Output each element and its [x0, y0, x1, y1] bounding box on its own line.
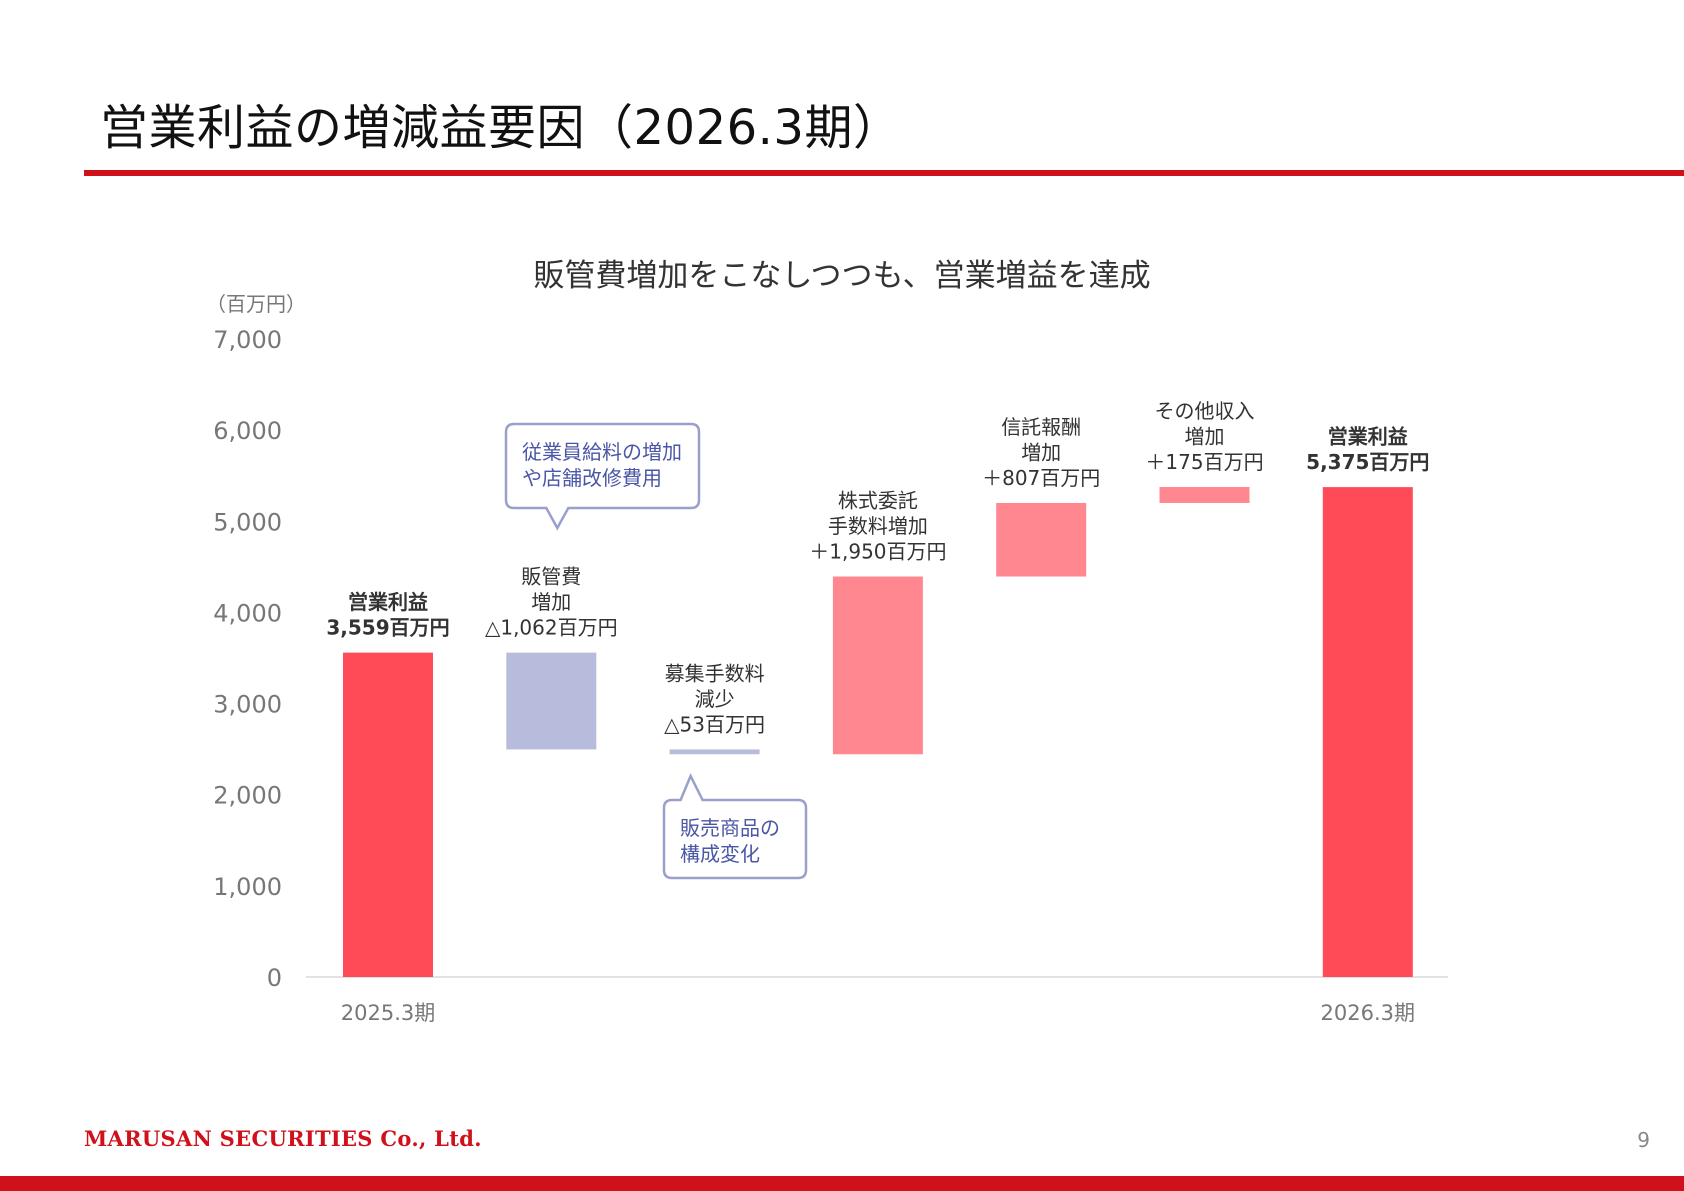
- page-number: 9: [1637, 1128, 1650, 1152]
- bar-label: 販管費: [521, 565, 581, 589]
- bar-label: △1,062百万円: [485, 616, 618, 640]
- x-axis: 2025.3期 2026.3期: [341, 1001, 1415, 1025]
- y-tick-label: 6,000: [213, 417, 282, 445]
- callout-text: や店舗改修費用: [522, 466, 662, 490]
- page-title: 営業利益の増減益要因（2026.3期）: [100, 100, 902, 156]
- bar-label: 信託報酬: [1001, 415, 1081, 439]
- y-axis-unit-label: （百万円）: [206, 292, 306, 316]
- bar-label: ＋1,950百万円: [809, 540, 946, 564]
- bar-decrease: [669, 749, 760, 755]
- bars: [343, 487, 1413, 977]
- y-axis: 0 1,000 2,000 3,000 4,000 5,000 6,000 7,000: [213, 326, 282, 992]
- bar-increase: [996, 502, 1087, 577]
- bar-label: 営業利益: [1328, 425, 1408, 449]
- bar-decrease: [506, 652, 597, 750]
- x-tick-label: 2025.3期: [341, 1001, 435, 1025]
- company-logo: MARUSAN SECURITIES Co., Ltd.: [84, 1126, 482, 1151]
- y-tick-label: 1,000: [213, 873, 282, 901]
- chart-title: 販管費増加をこなしつつも、営業増益を達成: [533, 258, 1150, 294]
- bar-label: 減少: [695, 687, 735, 711]
- callout-text: 構成変化: [680, 842, 760, 866]
- bar-label: 増加: [1021, 440, 1061, 464]
- bar-label: 株式委託: [838, 489, 918, 513]
- callout-box: [662, 772, 808, 880]
- y-tick-label: 0: [267, 964, 282, 992]
- bar-increase: [832, 576, 923, 755]
- bar-label: 増加: [531, 590, 571, 614]
- y-tick-label: 7,000: [213, 326, 282, 354]
- bar-total: [1322, 487, 1413, 977]
- y-tick-label: 4,000: [213, 599, 282, 627]
- callout-box: [504, 422, 701, 531]
- bar-label: 5,375百万円: [1306, 450, 1429, 474]
- title-divider: [84, 170, 1684, 176]
- bar-label: △53百万円: [664, 712, 765, 736]
- x-tick-label: 2026.3期: [1321, 1001, 1415, 1025]
- bar-label: その他収入: [1155, 399, 1255, 423]
- y-tick-label: 5,000: [213, 508, 282, 536]
- bar-label: 営業利益: [348, 590, 428, 614]
- bar-label: ＋175百万円: [1145, 450, 1263, 474]
- callout-text: 販売商品の: [680, 816, 780, 840]
- bar-label: 3,559百万円: [326, 616, 449, 640]
- bar-labels: 営業利益3,559百万円販管費増加△1,062百万円募集手数料減少△53百万円株…: [326, 399, 1429, 736]
- y-tick-label: 3,000: [213, 691, 282, 719]
- bar-label: 募集手数料: [665, 661, 765, 685]
- bar-label: 増加: [1185, 425, 1225, 449]
- bar-total: [343, 652, 433, 977]
- bar-increase: [1159, 487, 1250, 503]
- bar-label: 手数料増加: [828, 514, 928, 538]
- footer-bar: [0, 1176, 1684, 1191]
- callout-text: 従業員給料の増加: [522, 440, 682, 464]
- y-tick-label: 2,000: [213, 782, 282, 810]
- bar-label: ＋807百万円: [982, 466, 1100, 490]
